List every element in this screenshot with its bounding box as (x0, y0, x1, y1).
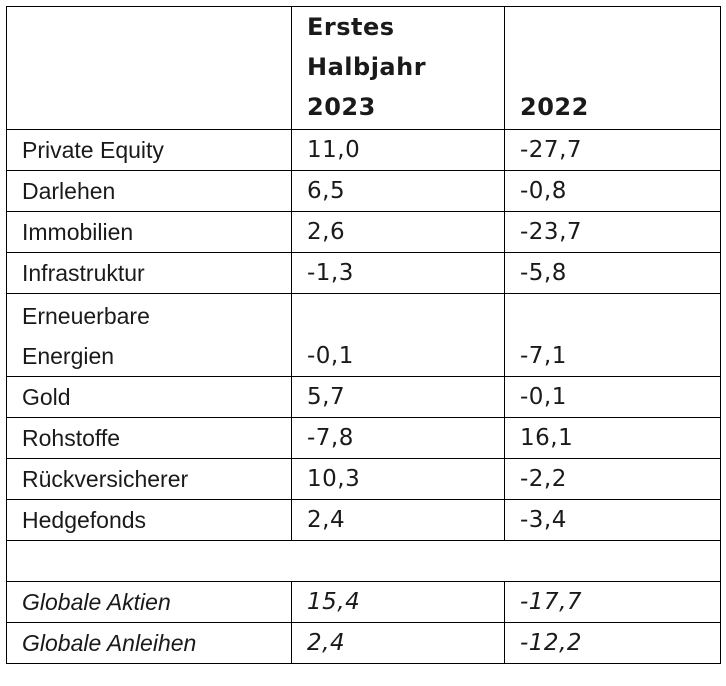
row-value-h1-2023: 11,0 (291, 129, 505, 171)
table-row: Rückversicherer 10,3 -2,2 (6, 458, 721, 500)
header-cell-2022: 2022 (504, 6, 721, 130)
row-label: Erneuerbare Energien (6, 293, 292, 377)
row-value-h1-2023: 2,4 (291, 499, 505, 541)
row-value-2022: -5,8 (504, 252, 721, 294)
row-label: Infrastruktur (6, 252, 292, 294)
row-label: Immobilien (6, 211, 292, 253)
row-value-h1-2023: 10,3 (291, 458, 505, 500)
global-row-label: Globale Aktien (6, 581, 292, 623)
row-value-2022: -2,2 (504, 458, 721, 500)
table-row-global: Globale Anleihen 2,4 -12,2 (6, 622, 721, 664)
returns-table: Erstes Halbjahr 2023 2022 Private Equity… (6, 6, 721, 664)
table-row: Rohstoffe -7,8 16,1 (6, 417, 721, 459)
row-value-2022: -0,8 (504, 170, 721, 212)
table-row: Private Equity 11,0 -27,7 (6, 129, 721, 171)
table-row: Immobilien 2,6 -23,7 (6, 211, 721, 253)
row-value-2022: -7,1 (504, 293, 721, 377)
spacer-row (6, 540, 721, 582)
global-value-h1-2023: 2,4 (291, 622, 505, 664)
row-value-2022: -0,1 (504, 376, 721, 418)
global-value-h1-2023: 15,4 (291, 581, 505, 623)
header-cell-h1-2023: Erstes Halbjahr 2023 (291, 6, 505, 130)
table-row: Gold 5,7 -0,1 (6, 376, 721, 418)
global-row-label: Globale Anleihen (6, 622, 292, 664)
row-value-h1-2023: -0,1 (291, 293, 505, 377)
row-label-line: Energien (22, 343, 115, 369)
spacer-cell (6, 540, 721, 582)
table-header-row: Erstes Halbjahr 2023 2022 (6, 6, 721, 130)
header-line: 2023 (307, 93, 376, 121)
row-value-2022: 16,1 (504, 417, 721, 459)
row-label: Hedgefonds (6, 499, 292, 541)
row-label: Gold (6, 376, 292, 418)
row-label: Private Equity (6, 129, 292, 171)
table-row: Erneuerbare Energien -0,1 -7,1 (6, 293, 721, 377)
row-label: Rückversicherer (6, 458, 292, 500)
global-value-2022: -17,7 (504, 581, 721, 623)
row-value-h1-2023: -7,8 (291, 417, 505, 459)
table-row: Darlehen 6,5 -0,8 (6, 170, 721, 212)
header-cell-empty (6, 6, 292, 130)
header-line: Erstes (307, 13, 395, 41)
row-label: Rohstoffe (6, 417, 292, 459)
row-value-2022: -3,4 (504, 499, 721, 541)
row-value-h1-2023: -1,3 (291, 252, 505, 294)
row-label-line: Erneuerbare (22, 303, 150, 329)
row-label: Darlehen (6, 170, 292, 212)
global-value-2022: -12,2 (504, 622, 721, 664)
header-line: Halbjahr (307, 53, 427, 81)
row-value-h1-2023: 2,6 (291, 211, 505, 253)
row-value-2022: -23,7 (504, 211, 721, 253)
table-row: Infrastruktur -1,3 -5,8 (6, 252, 721, 294)
table-row: Hedgefonds 2,4 -3,4 (6, 499, 721, 541)
row-value-h1-2023: 6,5 (291, 170, 505, 212)
row-value-h1-2023: 5,7 (291, 376, 505, 418)
table-row-global: Globale Aktien 15,4 -17,7 (6, 581, 721, 623)
row-value-2022: -27,7 (504, 129, 721, 171)
